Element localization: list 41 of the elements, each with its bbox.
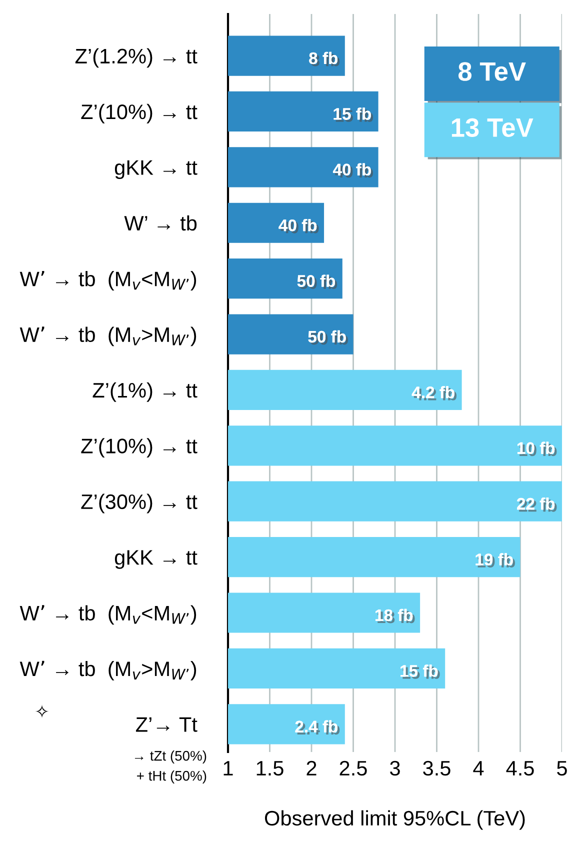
annotation: 15 fb <box>400 664 440 679</box>
y-tick-label: W’ → tb <box>124 215 197 231</box>
y-tick-label: Z’(10%) → tt <box>81 104 198 124</box>
annotation: 4.2 fb <box>412 386 457 400</box>
annotation: 2.4 fb <box>295 720 340 735</box>
x-tick-label: 3.5 <box>423 760 450 776</box>
x-tick-label: 4.5 <box>506 761 534 776</box>
y-tick-label: Z’(1%) → tt <box>92 382 198 402</box>
y-tick-label: W’ → tb (M$_{v}$>M$_{W’}$) <box>20 660 196 680</box>
x-tick-label: 2.5 <box>340 760 367 776</box>
y-tick-label: gKK → tt <box>114 550 198 569</box>
y-tick-label: Z’→ Tt <box>136 717 198 732</box>
annotation: 18 fb <box>376 608 415 624</box>
y-tick-label: W’ → tb (M$_{v}$<M$_{W’}$) <box>20 270 196 290</box>
y-tick-label: Z’(1.2%) → tt <box>75 48 198 68</box>
y-tick-label: W’ → tb (M$_{v}$>M$_{W’}$) <box>20 326 196 346</box>
x-tick-label: 1 <box>224 761 233 776</box>
annotation: 50 fb <box>297 274 338 290</box>
y-tick-label: W’ → tb (M$_{v}$<M$_{W’}$) <box>20 605 196 625</box>
text: ✧ <box>35 704 49 718</box>
text: → tZt (50%) <box>134 750 206 764</box>
annotation: 15 fb <box>334 108 374 122</box>
text: + tHt (50%) <box>137 770 206 784</box>
annotation: 22 fb <box>517 497 557 512</box>
y-tick-label: Z’(30%) → tt <box>81 494 198 514</box>
x-tick-label: 4 <box>473 761 484 776</box>
y-tick-label: gKK → tt <box>114 160 198 180</box>
x-tick-label: 5 <box>557 761 567 776</box>
annotation: 50 fb <box>308 330 348 345</box>
text: 8 TeV <box>458 62 526 81</box>
annotation: 40 fb <box>278 219 319 234</box>
y-tick-label: Z’(10%) → tt <box>81 438 198 458</box>
x-tick-label: 1.5 <box>256 761 284 776</box>
x-tick-label: 2 <box>306 760 316 776</box>
annotation: 19 fb <box>476 553 515 568</box>
x-axis-title: Observed limit 95%CL (TeV) <box>264 810 525 830</box>
annotation: 40 fb <box>332 163 374 178</box>
annotation: 8 fb <box>309 52 340 66</box>
text: 13 TeV <box>452 118 534 137</box>
annotation: 10 fb <box>517 442 557 456</box>
x-tick-label: 3 <box>390 760 400 776</box>
